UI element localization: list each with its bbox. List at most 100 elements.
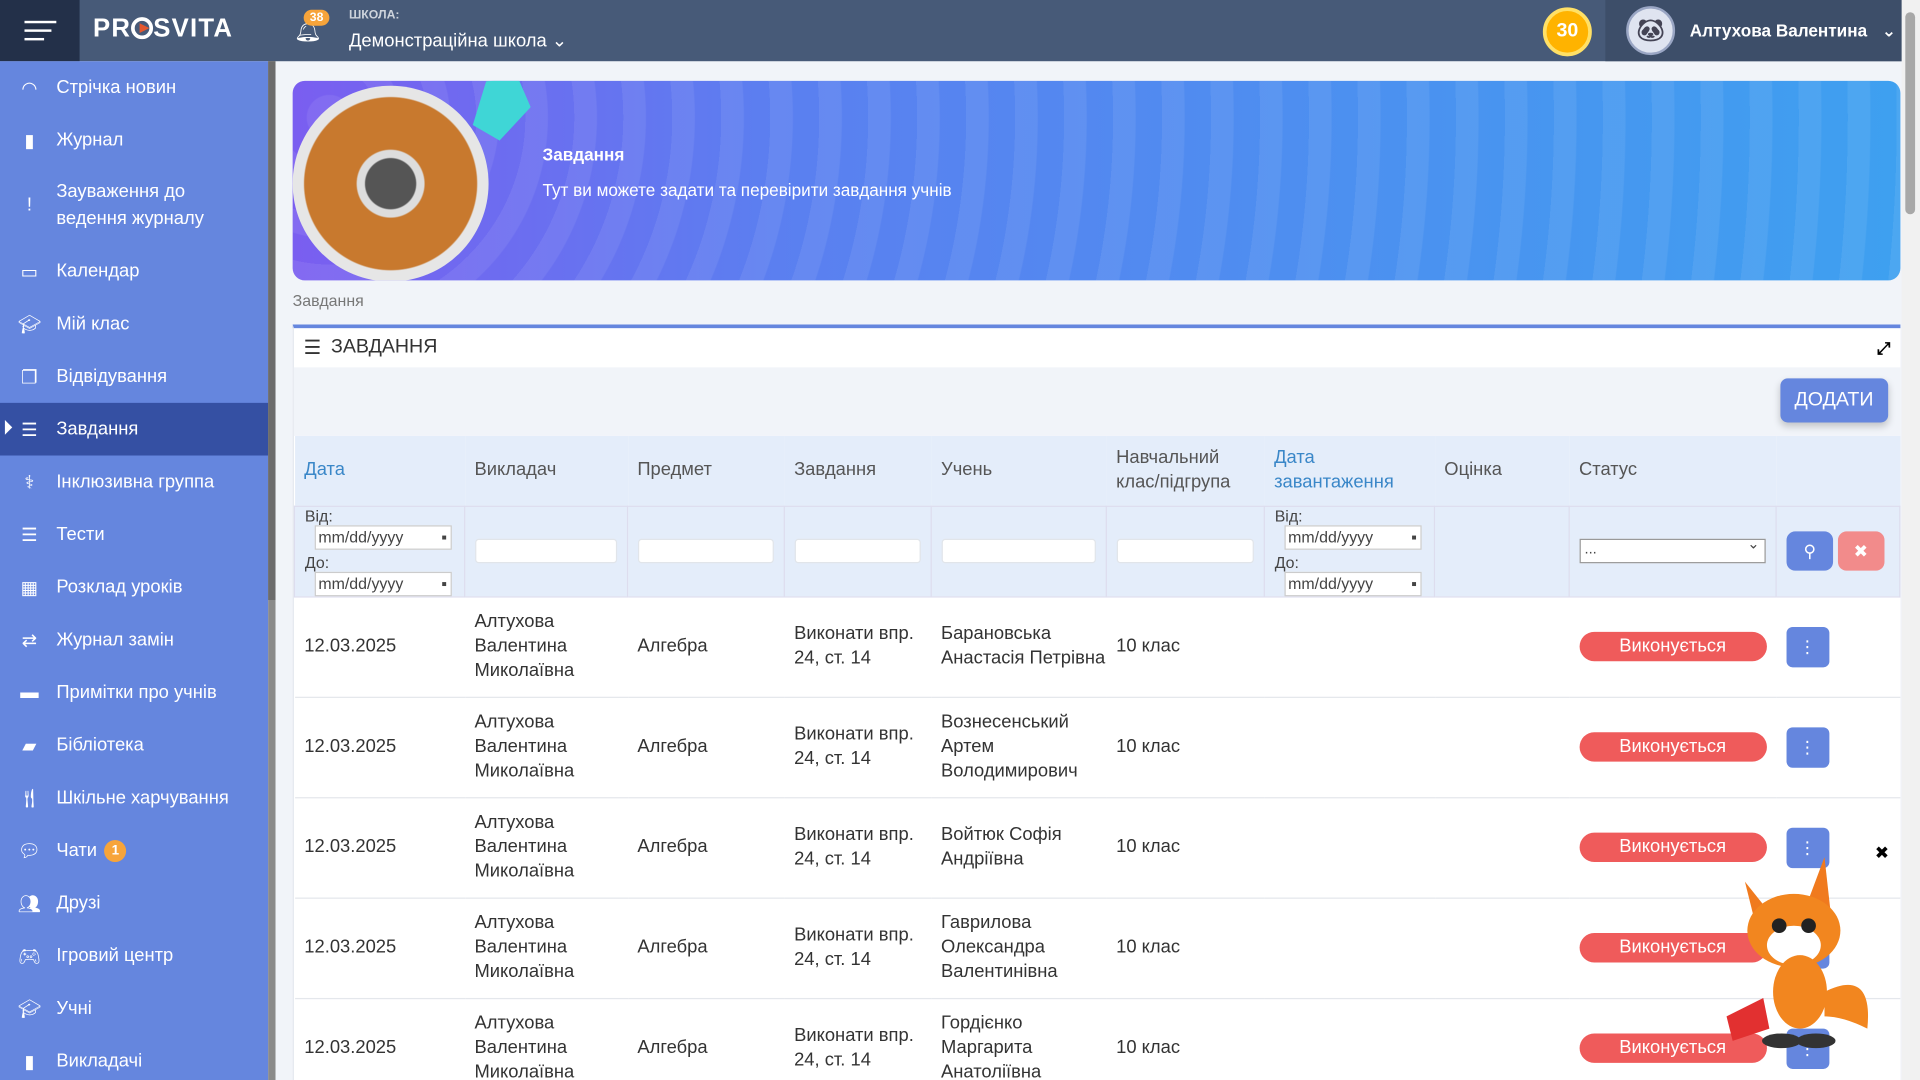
cell-subject: Алгебра bbox=[627, 896, 785, 998]
sidebar-item-1[interactable]: ▮ Журнал bbox=[0, 114, 268, 167]
upload-from-input[interactable]: mm/dd/yyyy bbox=[1284, 524, 1422, 550]
cell-task: Виконати впр. 24, ст. 14 bbox=[784, 997, 932, 1080]
table-row: 12.03.2025 Алтухова Валентина Миколаївна А… bbox=[294, 796, 1900, 898]
row-actions-button[interactable]: ⋮ bbox=[1785, 726, 1829, 768]
add-button[interactable]: ДОДАТИ bbox=[1779, 378, 1889, 423]
sidebar-item-12[interactable]: ▰ Бібліотека bbox=[0, 719, 268, 772]
cell-date: 12.03.2025 bbox=[294, 595, 465, 697]
col-actions bbox=[1776, 435, 1900, 506]
expand-icon[interactable]: ⤢ bbox=[1876, 337, 1891, 358]
clear-filter-button[interactable]: ✖ bbox=[1837, 531, 1885, 571]
sidebar-item-15[interactable]: 👥︎ Друзі bbox=[0, 877, 268, 930]
sidebar-item-4[interactable]: 🎓︎ Мій клас bbox=[0, 298, 268, 351]
banner-pattern bbox=[292, 80, 1901, 281]
cell-teacher: Алтухова Валентина Миколаївна bbox=[464, 696, 628, 798]
col-grade: Оцінка bbox=[1434, 435, 1570, 506]
sidebar-item-label: Журнал замін bbox=[56, 629, 174, 651]
sidebar-item-5[interactable]: ❐ Відвідування bbox=[0, 350, 268, 403]
cell-class: 10 клас bbox=[1106, 696, 1265, 798]
cell-subject: Алгебра bbox=[627, 796, 785, 898]
rss-icon: ◠ bbox=[21, 77, 38, 99]
chat-badge: 1 bbox=[104, 839, 127, 862]
sidebar-item-0[interactable]: ◠ Стрічка новин bbox=[0, 61, 268, 114]
sidebar-item-label: Ігровий центр bbox=[56, 945, 174, 967]
sidebar-item-9[interactable]: ▦ Розклад уроків bbox=[0, 561, 268, 614]
sidebar-item-2[interactable]: ! Зауваження до ведення журналу bbox=[0, 167, 268, 245]
class-filter[interactable] bbox=[1116, 538, 1254, 564]
banner-subtitle: Тут ви можете задати та перевірити завда… bbox=[542, 180, 952, 200]
sidebar-item-8[interactable]: ☰ Тести bbox=[0, 508, 268, 561]
sidebar-item-label: Завдання bbox=[56, 418, 139, 440]
sidebar-item-3[interactable]: ▭ Календар bbox=[0, 245, 268, 298]
student-filter[interactable] bbox=[941, 538, 1096, 564]
row-actions-button[interactable]: ⋮ bbox=[1785, 626, 1829, 667]
tasks-icon: ☰ bbox=[303, 337, 322, 359]
sidebar-item-14[interactable]: 💬︎ Чати 1 bbox=[0, 824, 268, 877]
teacher-icon: ▮ bbox=[24, 1051, 35, 1073]
cell-upload bbox=[1264, 997, 1435, 1080]
menu-toggle-button[interactable] bbox=[0, 0, 80, 62]
sidebar-item-18[interactable]: ▮ Викладачі bbox=[0, 1035, 268, 1080]
sidebar-item-label: Шкільне харчування bbox=[56, 787, 229, 809]
school-selector[interactable]: Демонстраційна школа ⌄ bbox=[348, 29, 567, 52]
sidebar-item-13[interactable]: 🍴︎ Шкільне харчування bbox=[0, 771, 268, 824]
search-button[interactable]: ⚲ bbox=[1786, 531, 1834, 571]
col-upload-date[interactable]: Дата завантаження bbox=[1264, 435, 1435, 506]
cell-task: Виконати впр. 24, ст. 14 bbox=[784, 796, 932, 898]
col-date[interactable]: Дата bbox=[294, 435, 465, 506]
cell-date: 12.03.2025 bbox=[294, 896, 465, 998]
sidebar-scrollbar-thumb[interactable] bbox=[268, 61, 276, 601]
cell-subject: Алгебра bbox=[627, 595, 785, 697]
gamepad-icon: 🎮︎ bbox=[17, 945, 42, 967]
date-to-input[interactable]: mm/dd/yyyy bbox=[314, 571, 452, 596]
sidebar-item-6[interactable]: ☰ Завдання bbox=[0, 402, 269, 456]
cell-student: Гаврилова Олександра Валентинівна bbox=[931, 896, 1107, 998]
row-actions-button[interactable]: ⋮ bbox=[1785, 827, 1829, 868]
breadcrumb[interactable]: Завдання bbox=[292, 291, 364, 310]
status-badge: Виконується bbox=[1578, 933, 1767, 963]
subject-filter[interactable] bbox=[637, 538, 774, 564]
sidebar-item-label: Тести bbox=[56, 524, 105, 545]
sidebar-item-11[interactable]: ▬ Примітки про учнів bbox=[0, 666, 268, 719]
cell-task: Виконати впр. 24, ст. 14 bbox=[784, 696, 932, 798]
coins-badge[interactable]: 30 bbox=[1542, 7, 1592, 57]
cell-upload bbox=[1264, 796, 1435, 898]
page-scrollbar[interactable] bbox=[1901, 0, 1920, 1080]
page-scrollbar-thumb[interactable] bbox=[1905, 12, 1916, 215]
from-label: Від: bbox=[1274, 506, 1303, 525]
sidebar: ◠ Стрічка новин ▮ Журнал! Зауваження до веде… bbox=[0, 61, 269, 1080]
cell-student: Войтюк Софія Андріївна bbox=[931, 796, 1107, 898]
swap-icon: ⇄ bbox=[21, 630, 38, 651]
task-filter[interactable] bbox=[794, 538, 921, 564]
status-filter-select[interactable]: ... bbox=[1579, 535, 1766, 564]
cell-class: 10 клас bbox=[1106, 796, 1265, 898]
cell-class: 10 клас bbox=[1106, 896, 1265, 998]
cell-subject: Алгебра bbox=[627, 997, 785, 1080]
sidebar-item-16[interactable]: 🎮︎ Ігровий центр bbox=[0, 929, 268, 982]
sidebar-item-10[interactable]: ⇄ Журнал замін bbox=[0, 613, 268, 666]
cell-class: 10 клас bbox=[1106, 997, 1265, 1080]
logo[interactable]: PR SVITA bbox=[93, 14, 234, 43]
sidebar-item-7[interactable]: ⚕ Інклюзивна группа bbox=[0, 456, 268, 509]
upload-to-input[interactable]: mm/dd/yyyy bbox=[1284, 571, 1422, 596]
chat-icon: 💬︎ bbox=[17, 840, 42, 862]
cell-upload bbox=[1264, 696, 1435, 798]
school-name: Демонстраційна школа bbox=[348, 30, 547, 52]
fox-mascot[interactable] bbox=[1720, 857, 1879, 1053]
date-from-input[interactable]: mm/dd/yyyy bbox=[314, 524, 452, 550]
cell-grade bbox=[1434, 796, 1570, 898]
status-badge: Виконується bbox=[1578, 732, 1767, 762]
cell-class: 10 клас bbox=[1106, 595, 1265, 697]
sidebar-item-17[interactable]: 🎓︎ Учні bbox=[0, 982, 268, 1035]
cell-teacher: Алтухова Валентина Миколаївна bbox=[464, 595, 628, 697]
sidebar-item-label: Зауваження до ведення журналу bbox=[56, 181, 204, 229]
sidebar-item-label: Чати bbox=[56, 840, 98, 861]
to-label: До: bbox=[1274, 552, 1299, 572]
teacher-filter[interactable] bbox=[475, 538, 618, 564]
user-menu[interactable]: 🐼︎ Алтухова Валентина ⌄ bbox=[1605, 0, 1906, 62]
close-icon[interactable]: ✖ bbox=[1874, 842, 1890, 863]
chevron-down-icon: ⌄ bbox=[1881, 20, 1897, 40]
table-row: 12.03.2025 Алтухова Валентина Миколаївна А… bbox=[294, 896, 1900, 998]
cell-grade bbox=[1434, 595, 1570, 697]
col-status: Статус bbox=[1569, 435, 1777, 506]
